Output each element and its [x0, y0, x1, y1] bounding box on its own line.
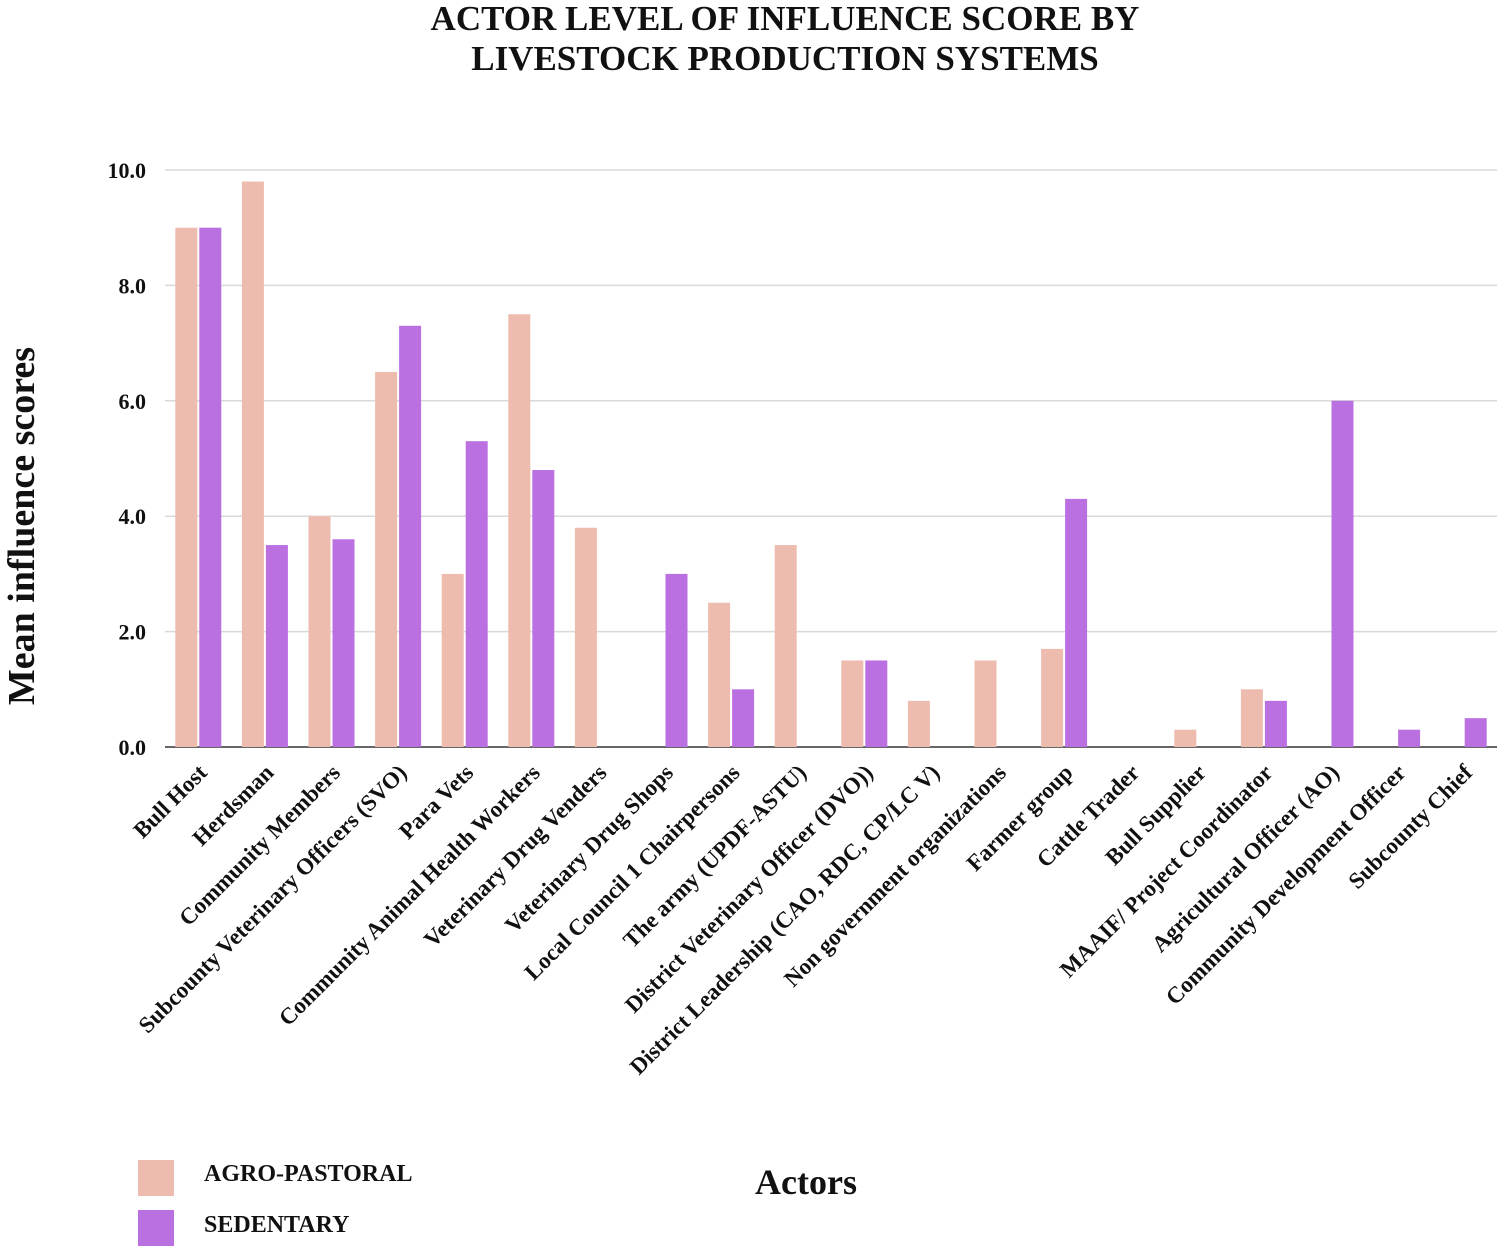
bar-sedentary-para-vets [465, 441, 488, 747]
bar-sedentary-local-council-1-chairpersons [732, 689, 755, 747]
bar-agro-pastoral-district-veterinary-officer-dvo [841, 660, 864, 747]
bar-sedentary-bull-host [199, 227, 222, 747]
bar-sedentary-district-veterinary-officer-dvo [865, 660, 888, 747]
legend-swatch-sedentary [138, 1210, 174, 1246]
y-tick-label: 8.0 [119, 273, 147, 298]
legend-label-agro-pastoral: AGRO-PASTORAL [204, 1161, 412, 1187]
bar-sedentary-herdsman [265, 545, 288, 747]
bar-sedentary-subcounty-chief [1464, 718, 1487, 747]
x-tick-label-subcounty-chief: Subcounty Chief [1343, 760, 1477, 894]
bar-sedentary-farmer-group [1065, 498, 1088, 747]
y-axis-label: Mean influence scores [1, 347, 43, 705]
bar-agro-pastoral-bull-supplier [1174, 729, 1197, 747]
y-tick-label: 4.0 [119, 504, 147, 529]
bar-sedentary-community-animal-health-workers [532, 470, 555, 747]
bar-sedentary-maaif-project-coordinator [1264, 700, 1287, 747]
gridlines [165, 169, 1497, 748]
bar-sedentary-community-members [332, 539, 355, 747]
bar-agro-pastoral-community-animal-health-workers [508, 314, 531, 747]
bar-sedentary-veterinary-drug-shops [665, 573, 688, 747]
bar-agro-pastoral-local-council-1-chairpersons [708, 602, 731, 747]
bar-sedentary-community-development-officer [1398, 729, 1421, 747]
x-tick-label-community-development-officer: Community Development Officer [1161, 760, 1411, 1010]
bar-sedentary-subcounty-veterinary-officers-svo [399, 325, 422, 747]
x-tick-label-district-leadership-cao-rdc-cp-lc-v: District Leadership (CAO, RDC, CP/LC V) [625, 760, 945, 1080]
y-tick-label: 2.0 [119, 620, 147, 645]
bar-agro-pastoral-community-members [308, 516, 331, 747]
bar-agro-pastoral-farmer-group [1041, 648, 1064, 747]
chart-title-line-1: ACTOR LEVEL OF INFLUENCE SCORE BY [431, 0, 1140, 38]
bar-agro-pastoral-para-vets [441, 573, 464, 747]
chart-title-line-2: LIVESTOCK PRODUCTION SYSTEMS [471, 39, 1099, 78]
bar-agro-pastoral-maaif-project-coordinator [1240, 689, 1263, 747]
bar-sedentary-agricultural-officer-ao [1331, 400, 1354, 747]
legend-swatch-agro-pastoral [138, 1160, 174, 1196]
bars [175, 181, 1487, 748]
x-axis-label: Actors [755, 1162, 857, 1202]
legend-label-sedentary: SEDENTARY [204, 1212, 349, 1238]
bar-agro-pastoral-subcounty-veterinary-officers-svo [375, 371, 398, 747]
bar-agro-pastoral-non-government-organizations [974, 660, 997, 747]
y-tick-label: 0.0 [119, 735, 147, 760]
bar-agro-pastoral-bull-host [175, 227, 198, 747]
bar-agro-pastoral-district-leadership-cao-rdc-cp-lc-v [907, 700, 930, 747]
y-tick-label: 10.0 [108, 158, 147, 183]
x-tick-label-district-veterinary-officer-dvo: District Veterinary Officer (DVO)) [620, 760, 878, 1018]
bar-agro-pastoral-herdsman [241, 181, 264, 748]
y-axis-ticks: 0.0 2.0 4.0 6.0 8.0 10.0 [108, 158, 147, 760]
bar-agro-pastoral-veterinary-drug-venders [574, 527, 597, 747]
bar-agro-pastoral-the-army-updf-astu [774, 545, 797, 747]
legend: AGRO-PASTORAL SEDENTARY [138, 1160, 412, 1246]
y-tick-label: 6.0 [119, 389, 147, 414]
